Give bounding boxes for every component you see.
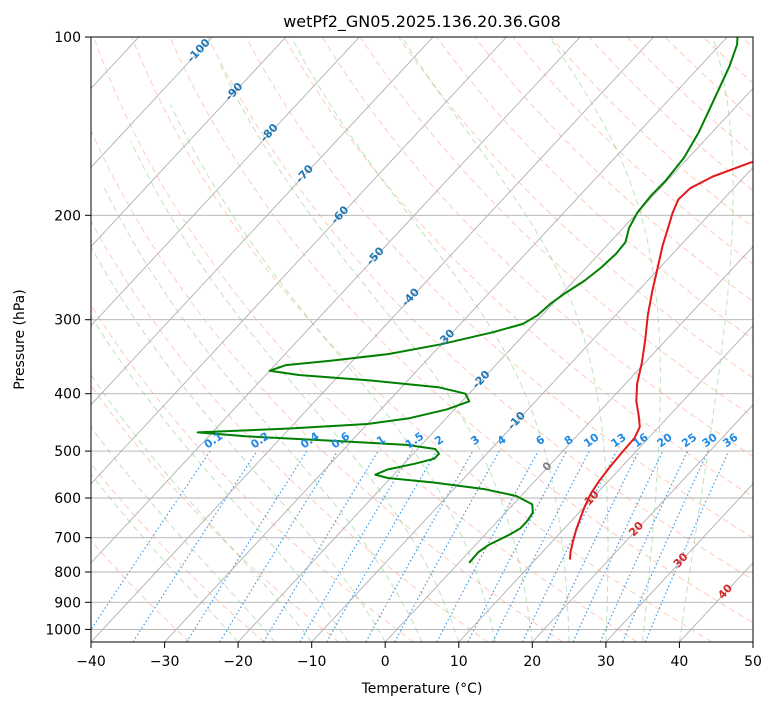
x-tick-label: 40 (670, 654, 688, 670)
moist-adiabat (91, 473, 239, 642)
isotherm-line (91, 37, 655, 642)
isotherm-line (752, 641, 753, 642)
dry-adiabat (550, 37, 753, 228)
mixing-ratio-line (394, 450, 500, 642)
isotherm-line (605, 483, 753, 642)
y-tick-label: 600 (54, 491, 81, 507)
x-tick-label: 0 (381, 654, 390, 670)
mixing-ratio-line (622, 450, 709, 642)
isotherm-line (458, 324, 753, 642)
mixing-ratio-line (186, 450, 308, 642)
y-tick-label: 200 (54, 208, 81, 224)
moist-adiabat (401, 37, 609, 642)
plot-frame (90, 36, 754, 643)
plot-area-background (91, 37, 753, 642)
y-axis: 1000 900 800 700 600 500 400 300 200 100 (45, 30, 91, 638)
moist-adiabat (290, 37, 570, 642)
y-tick-label: 700 (54, 531, 81, 547)
x-axis: −40 −30 −20 −10 0 10 20 30 40 50 (76, 642, 762, 670)
y-tick-label: 100 (54, 30, 81, 46)
mixing-ratio-line (262, 450, 379, 642)
dry-adiabat (436, 37, 753, 340)
dry-adiabat (91, 129, 563, 642)
isotherm-line (237, 87, 753, 642)
isotherm-line (91, 37, 360, 327)
dry-adiabat (588, 37, 753, 192)
moist-adiabat (103, 187, 423, 642)
grid-lines (0, 37, 753, 642)
temperature-profile-line (569, 160, 753, 560)
x-tick-label: 20 (523, 654, 541, 670)
x-tick-label: 30 (597, 654, 615, 670)
isotherm-line (91, 37, 213, 169)
dry-adiabat (398, 37, 753, 379)
y-tick-label: 1000 (45, 622, 81, 638)
x-tick-label: 50 (744, 654, 762, 670)
dry-adiabat (169, 37, 753, 624)
x-tick-label: 10 (450, 654, 468, 670)
dry-adiabat (245, 37, 753, 539)
isotherm-line (0, 37, 65, 642)
mixing-ratio-line (132, 450, 258, 642)
dry-adiabat (321, 37, 753, 458)
isotherm-line (164, 37, 728, 642)
moist-adiabat (91, 426, 276, 642)
moist-adiabat (678, 37, 734, 642)
y-tick-label: 500 (54, 444, 81, 460)
x-tick-label: −30 (150, 654, 180, 670)
isotherm-line (91, 37, 581, 564)
mixing-ratio-line (521, 450, 618, 642)
x-axis-label: Temperature (°C) (361, 681, 483, 697)
dry-adiabat (207, 37, 753, 581)
mixing-ratio-line (365, 450, 474, 642)
dewpoint-profile-line (196, 37, 739, 564)
isotherm-line (531, 404, 753, 642)
isotherm-line (311, 166, 753, 642)
x-tick-label: −10 (297, 654, 327, 670)
mixing-ratio-line (91, 450, 211, 631)
y-tick-label: 400 (54, 387, 81, 403)
y-tick-label: 900 (54, 595, 81, 611)
moist-adiabat (218, 61, 533, 642)
data-series (196, 37, 753, 564)
mixing-ratio-line (219, 450, 339, 642)
y-axis-label: Pressure (hPa) (12, 289, 28, 389)
chart-title: wetPf2_GN05.2025.136.20.36.G08 (283, 12, 561, 32)
isotherm-line (91, 37, 507, 485)
isotherm-line (384, 245, 753, 642)
y-tick-label: 300 (54, 313, 81, 329)
dry-adiabat (91, 384, 340, 642)
y-tick-label: 800 (54, 565, 81, 581)
dry-adiabat (93, 37, 638, 642)
moist-adiabat (91, 315, 349, 642)
mixing-ratio-line (492, 450, 590, 642)
isotherm-line (91, 37, 434, 406)
dry-adiabat (131, 37, 713, 642)
moist-adiabat (91, 374, 313, 642)
moist-adiabat (91, 245, 386, 642)
x-tick-label: −40 (76, 654, 106, 670)
moist-adiabat (170, 104, 497, 642)
mixing-ratio-line (436, 450, 539, 642)
dry-adiabat (283, 37, 753, 498)
x-tick-label: −20 (223, 654, 253, 670)
isotherm-line (91, 37, 287, 248)
